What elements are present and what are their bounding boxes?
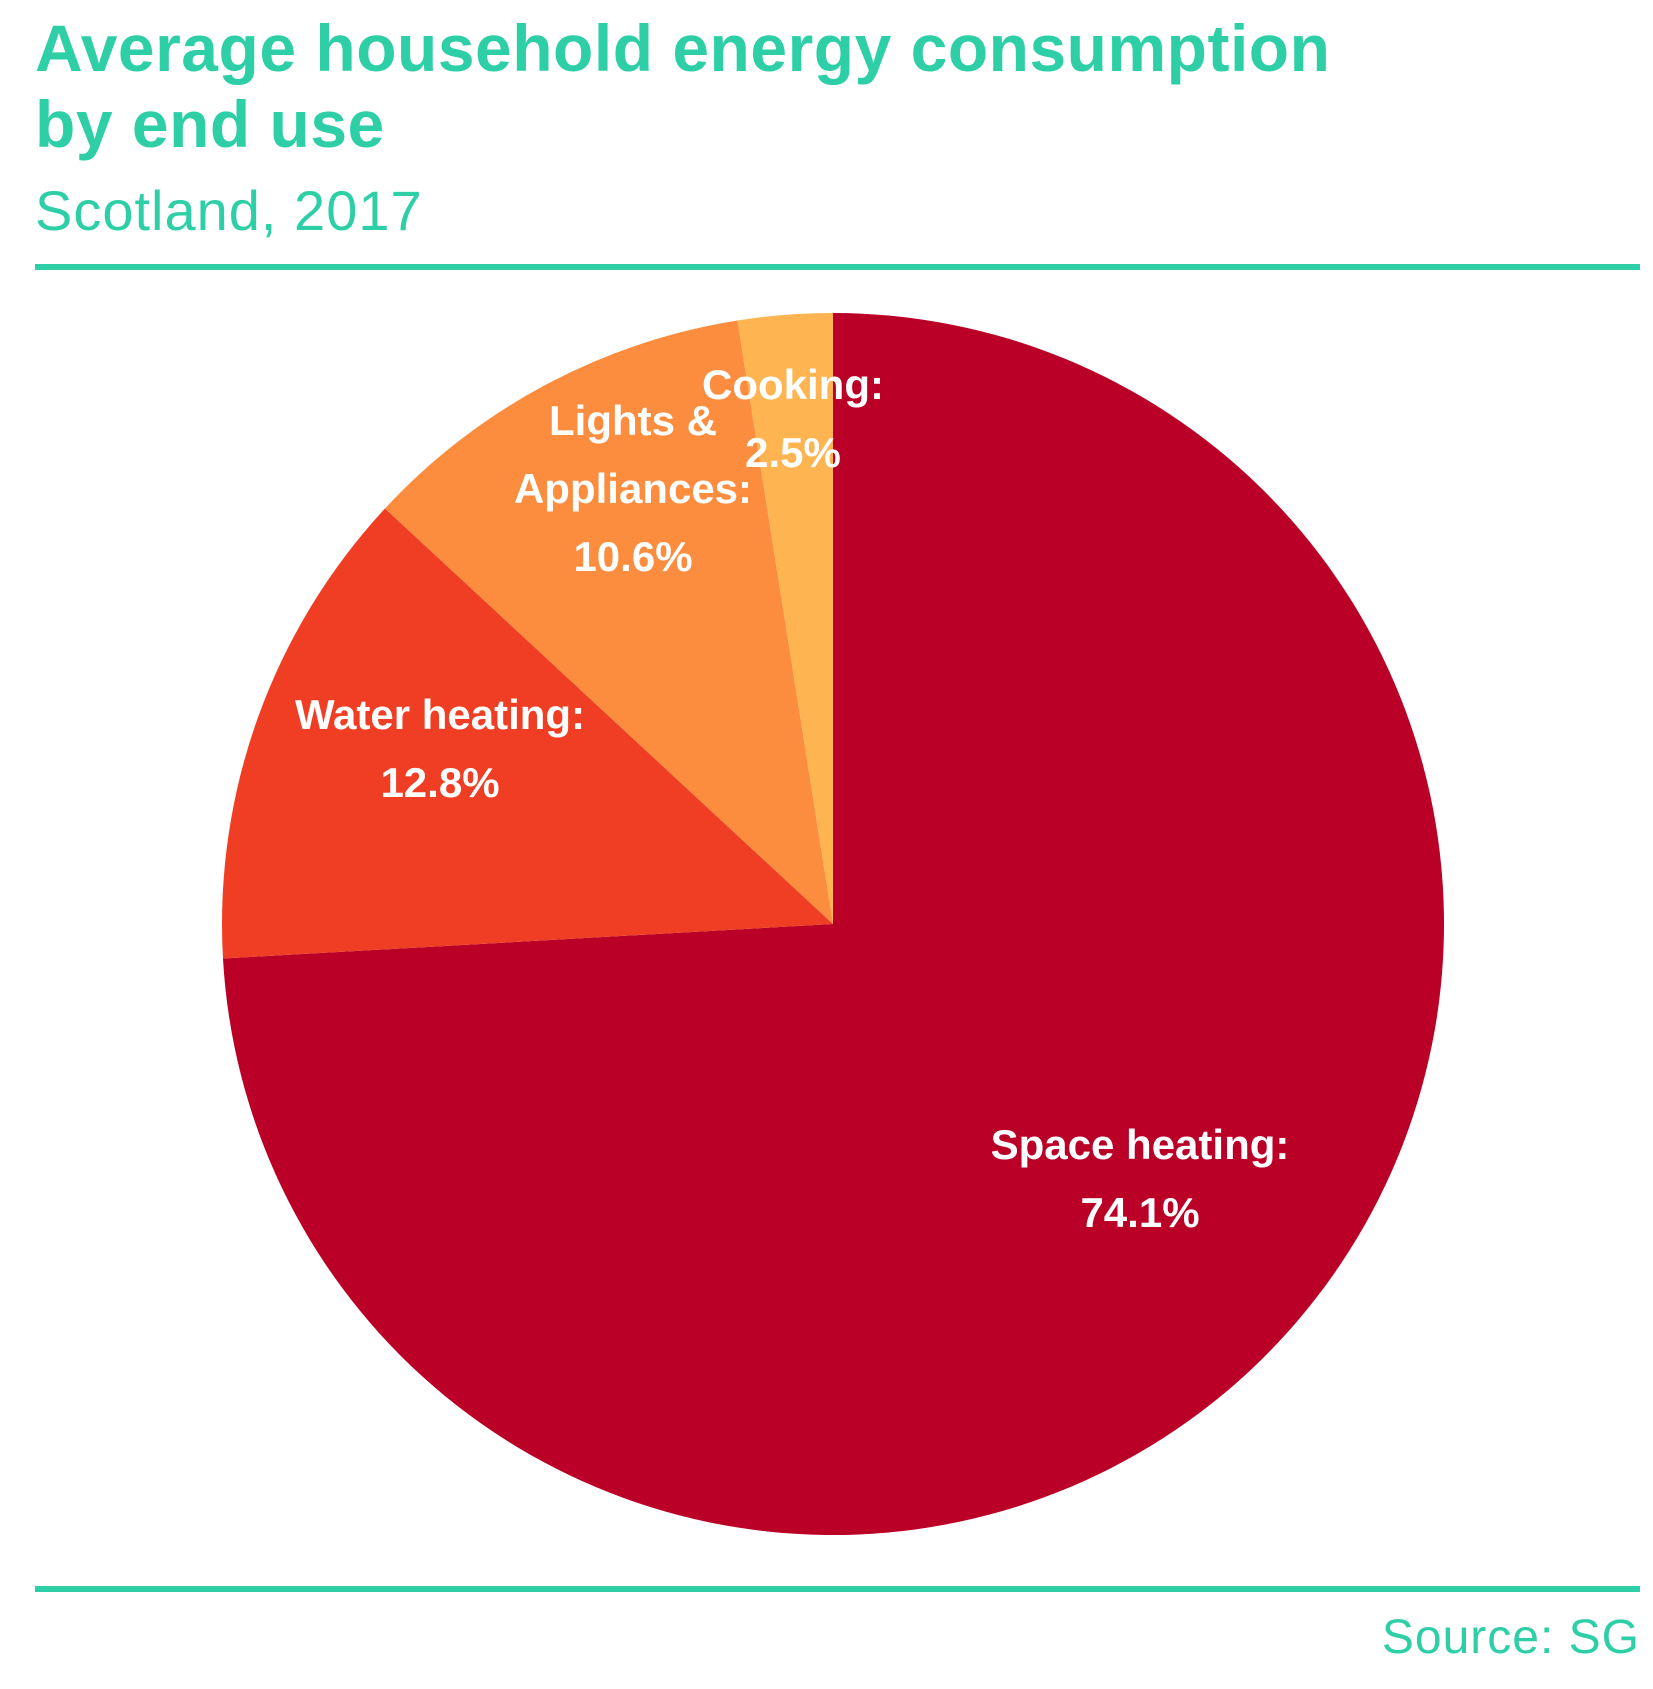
chart-subtitle: Scotland, 2017: [35, 179, 423, 242]
pie-slice-0-label-line-1: 74.1%: [1080, 1189, 1199, 1236]
pie-slice-2-label-line-0: Lights &: [549, 397, 717, 444]
chart-title: Average household energy consumption by …: [35, 11, 1331, 161]
pie-slice-3: [737, 313, 833, 924]
pie-slice-0-label-line-0: Space heating:: [991, 1121, 1290, 1168]
pie-slice-2: [384, 320, 833, 924]
bottom-divider: [35, 1586, 1640, 1592]
pie-slice-3-label-line-1: 2.5%: [745, 429, 841, 476]
source-note: Source: SG: [1381, 1611, 1640, 1664]
top-divider: [35, 264, 1640, 270]
pie-slice-3-label-line-0: Cooking:: [702, 361, 884, 408]
pie-slice-1: [222, 508, 834, 959]
pie-slice-0: [222, 313, 1445, 1536]
pie-slice-1-label-line-0: Water heating:: [295, 691, 585, 738]
pie-slice-2-label-line-1: Appliances:: [514, 465, 752, 512]
pie-slice-1-label-line-1: 12.8%: [380, 759, 499, 806]
pie-slice-2-label-line-2: 10.6%: [573, 533, 692, 580]
